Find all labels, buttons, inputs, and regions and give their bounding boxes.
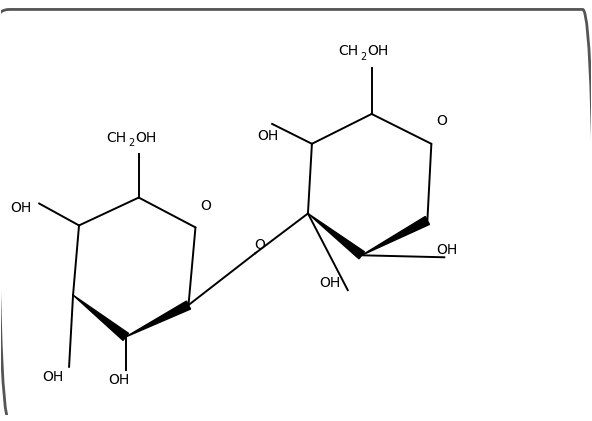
Text: OH: OH [43, 370, 64, 384]
Text: OH: OH [108, 373, 130, 387]
Text: OH: OH [437, 243, 458, 257]
Polygon shape [126, 301, 191, 337]
Text: 2: 2 [128, 139, 134, 148]
Text: O: O [255, 238, 266, 252]
Text: OH: OH [258, 129, 279, 143]
Text: OH: OH [319, 276, 340, 290]
Text: CH: CH [338, 44, 358, 58]
Polygon shape [308, 213, 365, 259]
Text: OH: OH [135, 131, 156, 145]
Text: O: O [436, 114, 447, 128]
Polygon shape [73, 295, 128, 341]
Text: CH: CH [106, 131, 126, 145]
Polygon shape [362, 216, 429, 255]
Text: OH: OH [367, 44, 388, 58]
Text: O: O [200, 199, 211, 213]
Text: OH: OH [11, 200, 32, 215]
Text: 2: 2 [360, 52, 366, 62]
